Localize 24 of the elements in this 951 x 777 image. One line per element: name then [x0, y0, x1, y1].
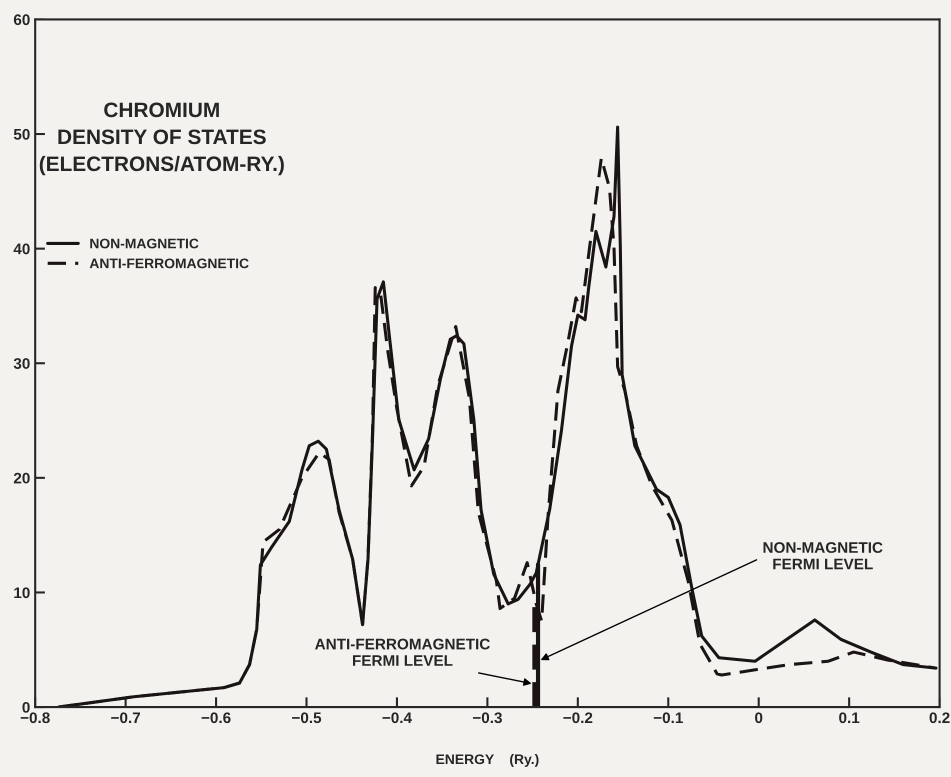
- x-tick-label: 0.1: [839, 712, 860, 724]
- x-tick-label: 0: [755, 712, 762, 724]
- x-axis-title: ENERGY (Ry.): [436, 754, 539, 767]
- x-tick-label: −0.7: [111, 712, 140, 724]
- annotation: NON-MAGNETIC FERMI LEVEL: [764, 542, 883, 570]
- x-tick-label: −0.2: [563, 712, 592, 724]
- y-tick-label: 20: [14, 472, 30, 484]
- text: CHROMIUM DENSITY OF STATES (ELECTRONS/ATOM-RY.): [40, 102, 284, 176]
- y-tick-label: 50: [14, 128, 30, 140]
- y-tick-label: 30: [14, 358, 30, 369]
- annotation: ANTI-FERROMAGNETIC FERMI LEVEL: [315, 638, 490, 666]
- legend-label: ANTI-FERROMAGNETIC: [90, 258, 249, 268]
- x-tick-label: 0.2: [930, 712, 950, 724]
- x-tick-label: −0.6: [202, 712, 231, 724]
- y-tick-label: 60: [14, 14, 30, 26]
- x-tick-label: −0.5: [292, 712, 322, 724]
- y-tick-label: 0: [22, 702, 30, 713]
- x-tick-label: −0.8: [20, 712, 50, 724]
- x-tick-label: −0.3: [472, 712, 502, 724]
- x-tick-label: −0.4: [382, 712, 412, 724]
- legend-label: NON-MAGNETIC: [90, 238, 199, 248]
- y-tick-label: 40: [14, 244, 30, 254]
- y-tick-label: 10: [14, 587, 30, 598]
- x-tick-label: −0.1: [654, 712, 683, 724]
